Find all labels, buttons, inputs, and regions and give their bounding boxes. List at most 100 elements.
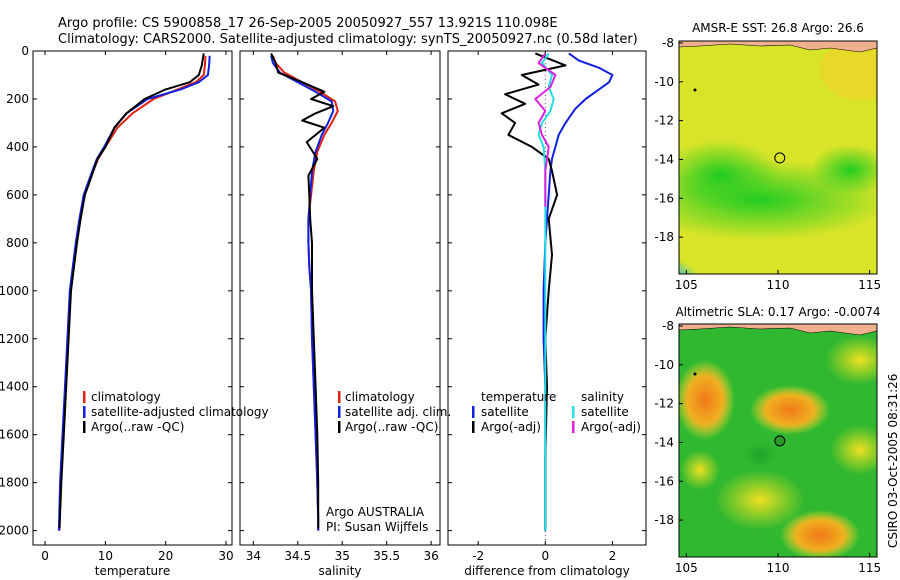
plot-frame <box>32 50 233 546</box>
legend-label-sal-satellite: satellite <box>581 405 629 419</box>
legend-swatch-sal-satellite <box>572 406 575 418</box>
map-y-tick-label: -14 <box>654 152 674 166</box>
series-line-satellite-adjusted-climatology <box>57 55 211 531</box>
legend-label-argo: Argo(..raw -QC) <box>91 420 184 434</box>
plot-frame <box>239 50 441 546</box>
series-line-temperature-argo-adj- <box>500 52 567 531</box>
map-y-tick-label: -10 <box>654 75 674 89</box>
difference-legend: temperature satellite Argo(-adj) salinit… <box>472 390 641 434</box>
series-line-climatology <box>271 55 339 531</box>
footer-stamp: CSIRO 03-Oct-2005 08:31:26 <box>886 374 900 548</box>
legend-title-temperature: temperature <box>481 390 556 404</box>
map-y-tick-label: -14 <box>654 435 674 449</box>
y-tick-label: 1200 <box>0 332 29 346</box>
sla-map-axes: 105 110 115 -8 -10 -12 -14 -16 -18 <box>654 319 881 575</box>
sla-high-center <box>750 385 830 435</box>
series-line-temperature-satellite <box>542 52 614 531</box>
y-tick-label: 2000 <box>0 524 29 538</box>
x-tick-label: 30 <box>218 549 233 563</box>
plot-frame <box>447 50 647 546</box>
sst-map-panel: AMSR-E SST: 26.8 Argo: 26.6 105 110 115 -8 -… <box>654 21 881 292</box>
legend-label-argo: Argo(..raw -QC) <box>345 420 438 434</box>
map-y-tick-label: -12 <box>654 114 674 128</box>
legend-swatch-temp-satellite <box>472 406 475 418</box>
sst-map-title: AMSR-E SST: 26.8 Argo: 26.6 <box>692 21 864 35</box>
map-y-tick-label: -12 <box>654 397 674 411</box>
temperature-legend: climatology satellite-adjusted climatolo… <box>83 390 269 434</box>
sla-yellow-sw <box>680 450 720 490</box>
x-tick-label: 35.5 <box>373 549 400 563</box>
series-line-salinity-satellite <box>537 52 555 531</box>
x-tick-label: 34 <box>246 549 261 563</box>
y-tick-label: 0 <box>21 44 29 58</box>
x-tick-label: 10 <box>98 549 113 563</box>
x-tick-label: 2 <box>609 549 617 563</box>
sst-map-axes: 105 110 115 -8 -10 -12 -14 -16 -18 <box>654 36 881 292</box>
x-tick-label: 0 <box>542 549 550 563</box>
x-axis-label: temperature <box>95 564 170 578</box>
y-tick-label: 600 <box>6 188 29 202</box>
salinity-panel: 34 34.5 35 35.5 36 salinity <box>239 50 441 578</box>
map-x-tick-label: 115 <box>858 561 881 575</box>
map-y-tick-label: -18 <box>654 230 674 244</box>
credit-line-1: Argo AUSTRALIA <box>326 505 425 519</box>
sla-high-west <box>679 360 735 440</box>
map-x-tick-label: 105 <box>675 561 698 575</box>
sla-yellow-e <box>830 425 877 475</box>
map-y-tick-label: -16 <box>654 474 674 488</box>
series-line-climatology <box>58 55 207 531</box>
map-y-tick-label: -8 <box>662 36 674 50</box>
y-tick-label: 800 <box>6 236 29 250</box>
sst-green-patch-1 <box>679 140 780 210</box>
sla-small-island <box>693 372 697 376</box>
map-x-tick-label: 110 <box>767 278 790 292</box>
sst-green-patch-2 <box>810 145 877 195</box>
sst-small-island <box>693 88 697 92</box>
legend-label-temp-argo: Argo(-adj) <box>481 420 541 434</box>
y-tick-label: 1000 <box>0 284 29 298</box>
legend-swatch-satellite <box>338 406 341 418</box>
x-tick-label: -2 <box>472 549 484 563</box>
legend-swatch-argo <box>338 421 341 433</box>
x-tick-label: 36 <box>423 549 438 563</box>
y-tick-label: 400 <box>6 140 29 154</box>
legend-label-satellite: satellite-adjusted climatology <box>91 405 269 419</box>
map-y-tick-label: -18 <box>654 513 674 527</box>
sla-high-south <box>780 510 860 557</box>
legend-label-satellite: satellite adj. clim. <box>345 405 451 419</box>
series-line-salinity-argo-adj- <box>534 52 557 207</box>
x-tick-label: 34.5 <box>284 549 311 563</box>
map-y-tick-label: -16 <box>654 191 674 205</box>
legend-swatch-satellite <box>83 406 86 418</box>
sst-warm-patch <box>820 41 877 100</box>
legend-label-temp-satellite: satellite <box>481 405 529 419</box>
x-axis-label: salinity <box>318 564 361 578</box>
sst-land-outline <box>679 41 877 53</box>
sla-map-title: Altimetric SLA: 0.17 Argo: -0.0074 <box>675 305 880 319</box>
credit-line-2: PI: Susan Wijffels <box>326 520 428 534</box>
y-tick-label: 1400 <box>0 380 29 394</box>
sst-cool-patch <box>679 215 760 274</box>
legend-swatch-temp-argo <box>472 421 475 433</box>
legend-label-climatology: climatology <box>91 390 161 404</box>
y-tick-label: 1600 <box>0 428 29 442</box>
legend-swatch-sal-argo <box>572 421 575 433</box>
sla-map-panel: Altimetric SLA: 0.17 Argo: -0.0074 105 11… <box>654 305 881 575</box>
salinity-legend: climatology satellite adj. clim. Argo(..… <box>326 390 451 534</box>
sla-low-patch <box>735 435 785 475</box>
sla-yellow-ne <box>825 335 877 385</box>
header-line-1: Argo profile: CS 5900858_17 26-Sep-2005 … <box>58 16 558 31</box>
legend-title-salinity: salinity <box>581 390 624 404</box>
x-axis-label: difference from climatology <box>464 564 630 578</box>
sla-yellow-s <box>715 470 805 530</box>
sst-argo-marker <box>774 152 786 164</box>
legend-label-climatology: climatology <box>345 390 415 404</box>
map-x-tick-label: 105 <box>675 278 698 292</box>
series-line-argo-raw-qc- <box>58 53 205 529</box>
header-line-2: Climatology: CARS2000. Satellite-adjuste… <box>58 32 638 47</box>
x-tick-label: 20 <box>158 549 173 563</box>
legend-label-sal-argo: Argo(-adj) <box>581 420 641 434</box>
y-tick-label: 1800 <box>0 476 29 490</box>
sla-argo-marker <box>774 435 786 447</box>
